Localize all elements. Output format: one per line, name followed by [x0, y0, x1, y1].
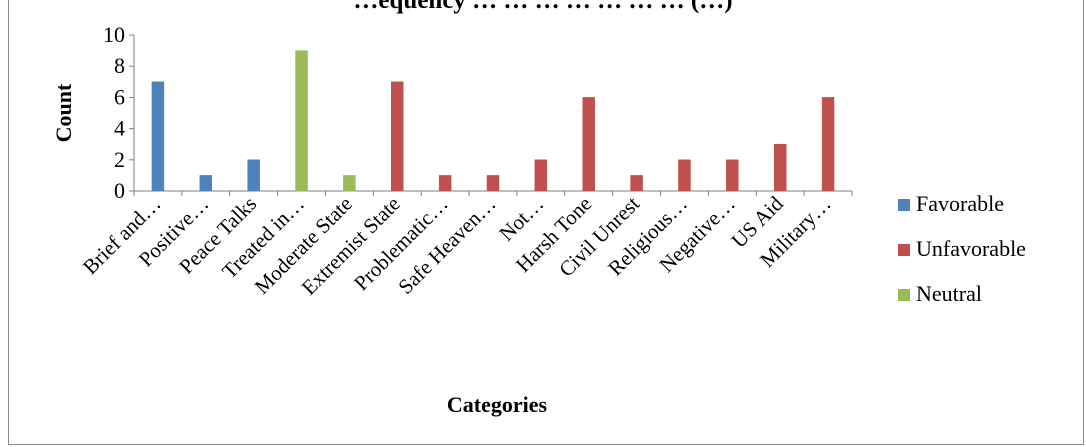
- legend-swatch-favorable: [898, 199, 910, 211]
- y-tick-label: 2: [114, 147, 125, 172]
- bar-favorable-1: [151, 81, 165, 192]
- bar-unfavorable-7: [438, 175, 452, 192]
- bar-unfavorable-14: [773, 143, 787, 192]
- bar-unfavorable-9: [534, 159, 548, 192]
- x-axis-title: Categories: [447, 392, 548, 417]
- bar-favorable-3: [247, 159, 260, 192]
- y-tick-label: 8: [114, 53, 125, 78]
- bar-neutral-4: [295, 50, 308, 192]
- legend-swatch-unfavorable: [898, 244, 910, 256]
- legend: Favorable Unfavorable Neutral: [898, 191, 1026, 306]
- legend-label-favorable: Favorable: [916, 191, 1004, 216]
- bar-unfavorable-15: [821, 97, 835, 192]
- legend-label-neutral: Neutral: [916, 281, 982, 306]
- axes: 0 2 4 6 8 10: [103, 22, 853, 203]
- bar-unfavorable-12: [678, 159, 691, 192]
- y-tick-label: 4: [114, 116, 125, 141]
- bar-unfavorable-11: [630, 175, 643, 192]
- bar-favorable-2: [199, 175, 213, 192]
- bar-neutral-5: [343, 175, 356, 192]
- bar-unfavorable-8: [486, 175, 500, 192]
- y-tick-label: 10: [103, 22, 125, 47]
- bar-unfavorable-6: [391, 81, 404, 192]
- y-axis-title: Count: [51, 83, 76, 142]
- bars: [151, 50, 835, 192]
- legend-label-unfavorable: Unfavorable: [916, 236, 1026, 261]
- y-tick-label: 6: [114, 84, 125, 109]
- legend-swatch-neutral: [898, 289, 910, 301]
- bar-unfavorable-13: [726, 159, 739, 192]
- y-tick-label: 0: [114, 178, 125, 203]
- bar-unfavorable-10: [582, 97, 595, 192]
- chart-title: …equency … … … … … … … (…): [353, 0, 732, 14]
- chart-frame: [8, 0, 1084, 445]
